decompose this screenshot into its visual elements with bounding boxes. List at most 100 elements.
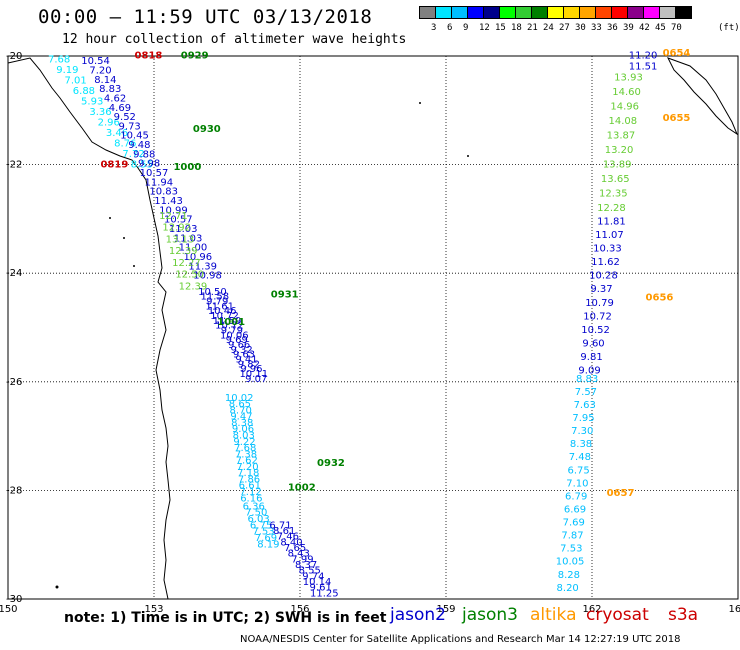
wave-height-value: 10.28	[589, 271, 618, 282]
wave-height-value: 12.71	[159, 211, 188, 222]
legend-item-jason3: jason3	[462, 605, 518, 625]
wave-height-value: 8.55	[131, 159, 153, 170]
color-scale-labels: 3 6 9 12 15 18 21 24 27 30 33 36 39 42 45 70 (ft)	[420, 23, 740, 35]
wave-height-value: 9.63	[233, 350, 255, 361]
wave-height-value: 10.79	[585, 298, 614, 309]
wave-height-value: 3.36	[89, 107, 111, 118]
lon-tick-label: 165	[728, 604, 740, 615]
color-scale-label: 18	[511, 23, 522, 33]
wave-height-value: 9.98	[138, 159, 160, 170]
wave-height-value: 11.39	[188, 261, 217, 272]
wave-height-value: 10.06	[220, 330, 249, 341]
wave-height-value: 7.20	[89, 65, 111, 76]
wave-height-value: 11.07	[595, 230, 624, 241]
wave-height-value: 8.37	[295, 560, 317, 571]
color-scale-cell	[515, 6, 532, 19]
lat-tick-label: -30	[6, 594, 22, 605]
color-scale-unit: (ft)	[718, 23, 740, 33]
wave-height-value: 11.00	[179, 243, 208, 254]
wave-height-value: 7.10	[566, 478, 588, 489]
lat-tick-label: -20	[6, 51, 22, 62]
wave-height-value: 9.09	[578, 366, 600, 377]
color-scale-label: 9	[463, 23, 469, 33]
wave-height-value: 11.94	[145, 177, 174, 188]
wave-height-value: 11.25	[310, 588, 339, 599]
australia-coastline	[7, 57, 171, 600]
wave-height-value: 9.60	[582, 339, 604, 350]
wave-height-value: 9.32	[230, 345, 252, 356]
color-scale-label: 3	[431, 23, 437, 33]
color-scale-label: 42	[639, 23, 650, 33]
wave-height-value: 10.50	[198, 287, 227, 298]
wave-height-value: 9.79	[221, 326, 243, 337]
island	[133, 265, 135, 267]
wave-height-value: 3.46	[106, 128, 128, 139]
island	[55, 585, 59, 589]
credit-line: NOAA/NESDIS Center for Satellite Applica…	[240, 634, 681, 645]
color-scale-cell	[563, 6, 580, 19]
wave-height-value: 12.39	[169, 246, 198, 257]
legend-item-jason2: jason2	[390, 605, 446, 625]
wave-height-value: 11.03	[174, 233, 203, 244]
wave-height-value: 7.69	[563, 518, 585, 529]
color-scale-bar	[419, 6, 692, 19]
wave-height-value: 7.38	[235, 449, 257, 460]
wave-height-value: 7.62	[236, 456, 258, 467]
wave-height-value: 7.12	[239, 487, 261, 498]
wave-height-value: 11.58	[201, 292, 230, 303]
color-scale-cell	[531, 6, 548, 19]
color-scale-cell	[451, 6, 468, 19]
wave-height-value: 12.39	[179, 281, 208, 292]
wave-height-value: 9.96	[240, 364, 262, 375]
wave-height-value: 7.20	[236, 462, 258, 473]
wave-height-value: 9.48	[128, 140, 150, 151]
wave-height-value: 10.05	[556, 557, 585, 568]
wave-height-value: 8.38	[231, 418, 253, 429]
lon-tick-label: 150	[0, 604, 18, 615]
wave-height-value: 6.03	[248, 514, 270, 525]
lat-lon-grid: 150 153 156 159 162 165 -20 -22 -24 -26 -28 -30	[0, 51, 740, 615]
color-scale-cell	[467, 6, 484, 19]
map-frame	[7, 55, 739, 600]
wave-height-value: 4.69	[109, 103, 131, 114]
wave-height-value: 9.37	[590, 284, 612, 295]
color-scale-label: 24	[543, 23, 554, 33]
wave-height-value: 7.46	[277, 532, 299, 543]
color-scale-label: 39	[623, 23, 634, 33]
wave-height-value: 11.59	[213, 316, 242, 327]
color-scale-cell	[419, 6, 436, 19]
legend-item-cryosat: cryosat	[586, 605, 649, 625]
color-scale-label: 45	[655, 23, 666, 33]
wave-height-value: 8.28	[558, 570, 580, 581]
wave-height-value: 10.72	[583, 311, 612, 322]
color-scale-cell	[659, 6, 676, 19]
wave-height-value: 11.62	[591, 257, 620, 268]
wave-height-value: 9.81	[580, 352, 602, 363]
color-scale-label: 70	[671, 23, 682, 33]
wave-height-value: 7.53	[560, 544, 582, 555]
wave-height-value: 9.47	[230, 412, 252, 423]
wave-height-value: 10.99	[159, 205, 188, 216]
wave-height-value: 13.20	[605, 145, 634, 156]
wave-height-value: 7.30	[571, 426, 593, 437]
wave-height-value: 10.14	[303, 577, 332, 588]
wave-height-value: 11.20	[629, 51, 658, 62]
wave-height-value: 8.55	[299, 566, 321, 577]
legend-item-altika: altika	[530, 605, 577, 625]
time-labels: 0818 0929 0930 0819 1000 0931 1001 0932 1002 0654…	[100, 48, 690, 499]
wave-height-value: 8.38	[570, 439, 592, 450]
page-subtitle: 12 hour collection of altimeter wave hei…	[62, 32, 407, 47]
wave-height-value: 9.41	[235, 354, 257, 365]
wave-height-value: 6.75	[567, 465, 589, 476]
lon-tick-label: 162	[582, 604, 601, 615]
wave-height-value: 10.54	[81, 56, 110, 67]
pass-time-label: 0656	[646, 292, 674, 303]
color-scale-label: 12	[479, 23, 490, 33]
wave-height-value: 8.19	[257, 539, 279, 550]
pass-time-label: 1002	[288, 482, 316, 493]
lat-tick-label: -24	[6, 268, 22, 279]
wave-height-value: 14.08	[609, 116, 638, 127]
pass-time-label: 0654	[663, 48, 691, 59]
lon-tick-label: 156	[290, 604, 309, 615]
pass-time-label: 1000	[173, 162, 201, 173]
